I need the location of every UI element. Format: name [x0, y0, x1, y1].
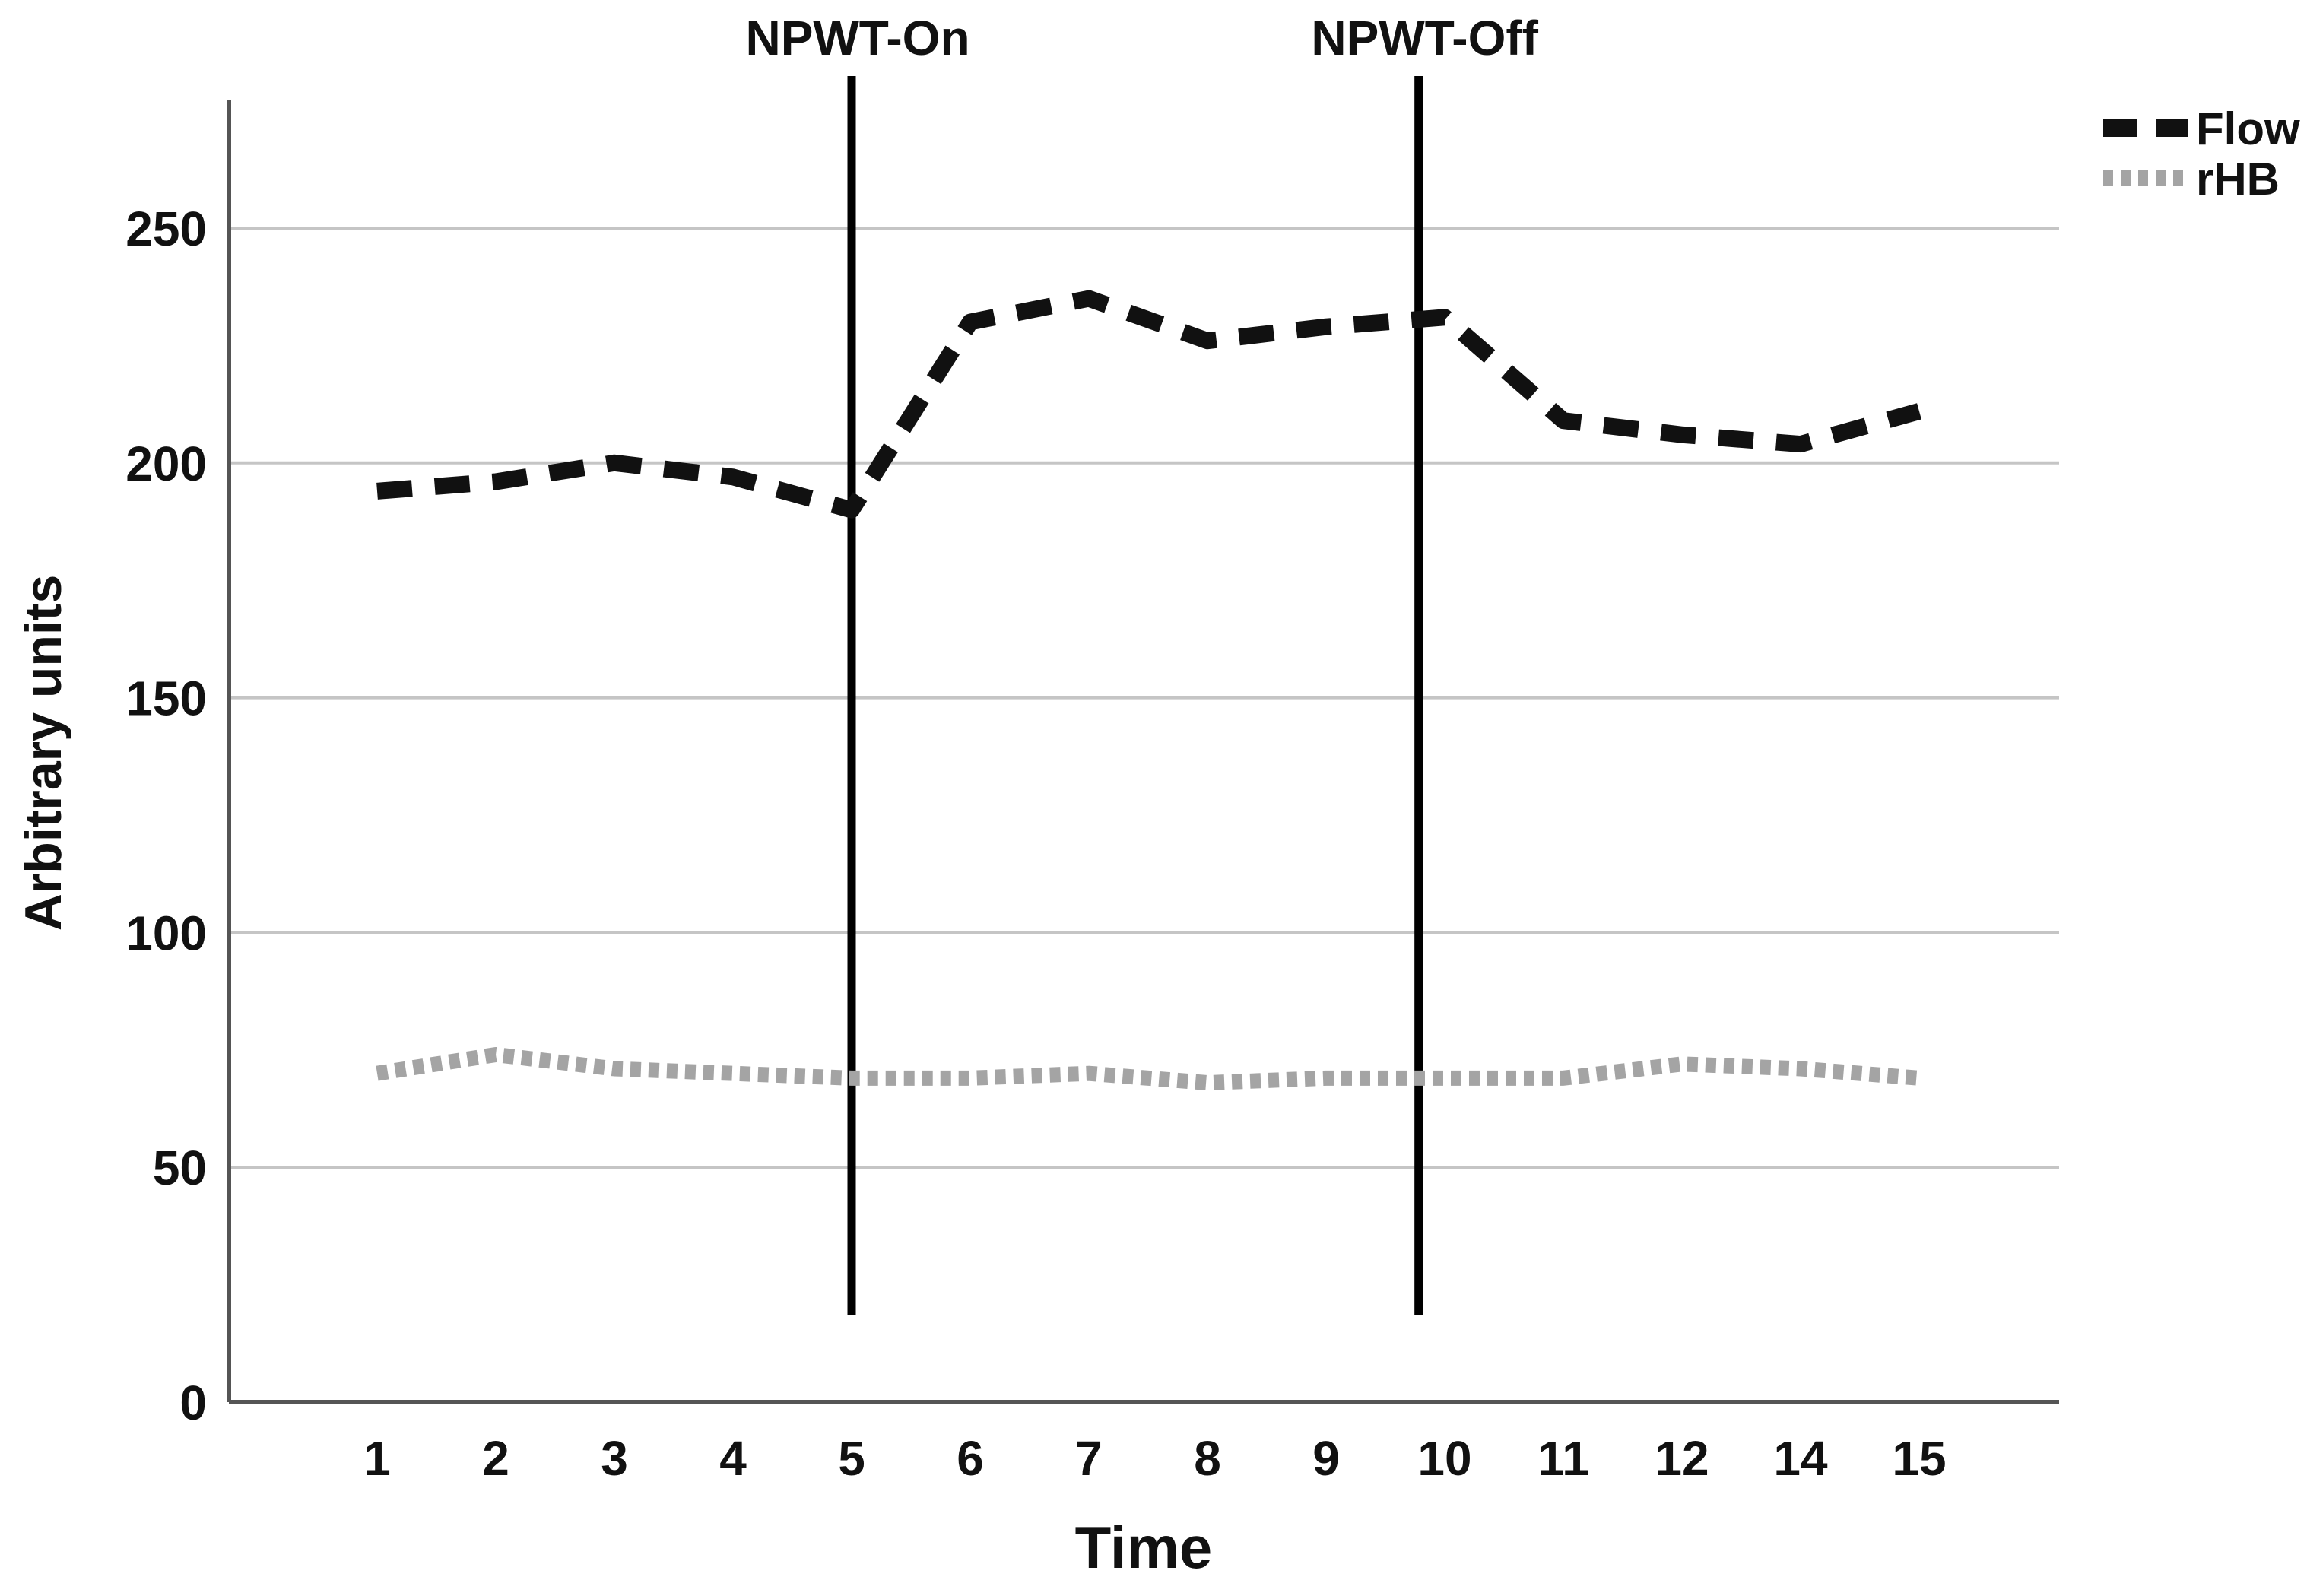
x-tick-label: 7	[1075, 1431, 1103, 1486]
legend: Flow rHB	[2103, 103, 2300, 205]
data-series	[376, 290, 1921, 1091]
x-tick-label: 1	[363, 1431, 391, 1486]
y-tick-label: 0	[179, 1375, 207, 1430]
y-tick-label: 100	[125, 906, 207, 960]
reference-lines: NPWT-On NPWT-Off	[745, 11, 1539, 1315]
y-tick-label: 50	[153, 1141, 207, 1195]
series-line-flow	[376, 290, 1921, 519]
x-tick-label: 8	[1194, 1431, 1221, 1486]
x-tick-label: 5	[838, 1431, 865, 1486]
x-tick-label: 10	[1417, 1431, 1471, 1486]
y-axis-title: Arbitrary units	[14, 575, 72, 931]
gridlines	[229, 227, 2059, 1169]
npwt-off-label: NPWT-Off	[1311, 11, 1538, 65]
y-tick-label: 200	[125, 436, 207, 491]
legend-rhb-label: rHB	[2196, 154, 2280, 205]
x-tick-label: 14	[1773, 1431, 1828, 1486]
x-tick-label: 12	[1655, 1431, 1709, 1486]
x-tick-label: 9	[1312, 1431, 1340, 1486]
y-tick-labels: 0 50 100 150 200 250	[125, 201, 207, 1430]
npwt-on-label: NPWT-On	[745, 11, 969, 65]
legend-flow-label: Flow	[2196, 103, 2300, 154]
y-tick-label: 250	[125, 201, 207, 256]
x-axis-title: Time	[1075, 1514, 1213, 1581]
y-tick-label: 150	[125, 671, 207, 726]
x-tick-label: 3	[601, 1431, 628, 1486]
x-tick-label: 2	[482, 1431, 509, 1486]
x-tick-label: 11	[1537, 1431, 1589, 1486]
x-tick-label: 15	[1892, 1431, 1946, 1486]
x-tick-label: 6	[957, 1431, 984, 1486]
x-tick-labels: 1 2 3 4 5 6 7 8 9 10 11 12 14 15	[363, 1431, 1946, 1486]
x-tick-label: 4	[719, 1431, 747, 1486]
series-line-rhb	[376, 1046, 1920, 1091]
